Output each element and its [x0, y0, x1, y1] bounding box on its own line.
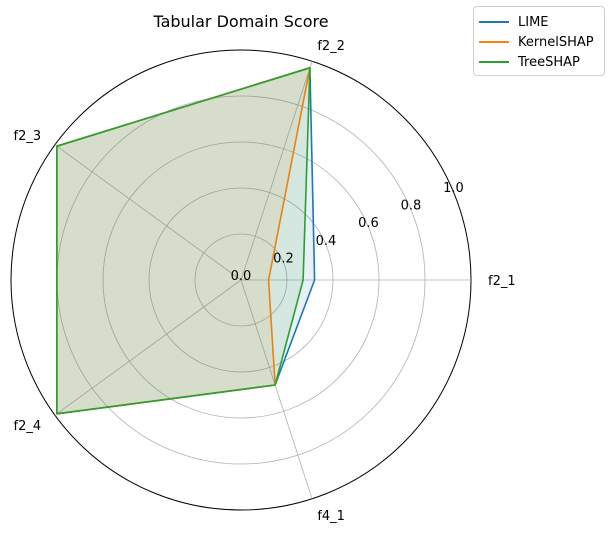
grid-spoke [240, 279, 313, 499]
radial-tick-label: 0.2 [273, 251, 294, 266]
legend-label-treeshap: TreeSHAP [518, 54, 580, 70]
series-line-treeshap [55, 67, 311, 415]
radial-tick-label: 1.0 [443, 181, 464, 196]
category-label: f2_3 [14, 129, 42, 144]
radial-tick-label: 0.6 [358, 216, 379, 231]
radar-labels: f2_1 f2_2 f2_3 f2_4 f4_1 0.0 0.2 0.4 0.6 0.8 1.0 [14, 39, 516, 524]
category-label: f2_2 [317, 39, 345, 54]
radar-grid [10, 49, 472, 511]
legend-item-lime: LIME [474, 12, 604, 32]
category-label: f2_1 [488, 274, 516, 289]
radar-series [55, 67, 316, 415]
series-fill-kernelshap [56, 67, 310, 414]
legend-swatch-kernelshap [479, 41, 509, 43]
legend-label-lime: LIME [518, 14, 549, 30]
radial-tick-label: 0.8 [401, 199, 422, 214]
legend-item-treeshap: TreeSHAP [474, 52, 604, 72]
category-label: f2_4 [14, 419, 42, 434]
legend: LIME KernelSHAP TreeSHAP [473, 6, 605, 76]
series-fill-treeshap [56, 67, 310, 414]
legend-swatch-lime [479, 21, 509, 23]
category-label: f4_1 [317, 509, 345, 524]
radial-tick-label: 0.0 [231, 269, 252, 284]
grid-spoke [240, 61, 313, 281]
grid-spoke [54, 279, 242, 416]
grid-spoke [54, 144, 242, 281]
radial-tick-label: 0.4 [316, 234, 337, 249]
series-fill-lime [56, 67, 315, 414]
legend-label-kernelshap: KernelSHAP [518, 34, 594, 50]
legend-swatch-treeshap [479, 61, 509, 63]
legend-item-kernelshap: KernelSHAP [474, 32, 604, 52]
chart-title: Tabular Domain Score [152, 12, 328, 31]
